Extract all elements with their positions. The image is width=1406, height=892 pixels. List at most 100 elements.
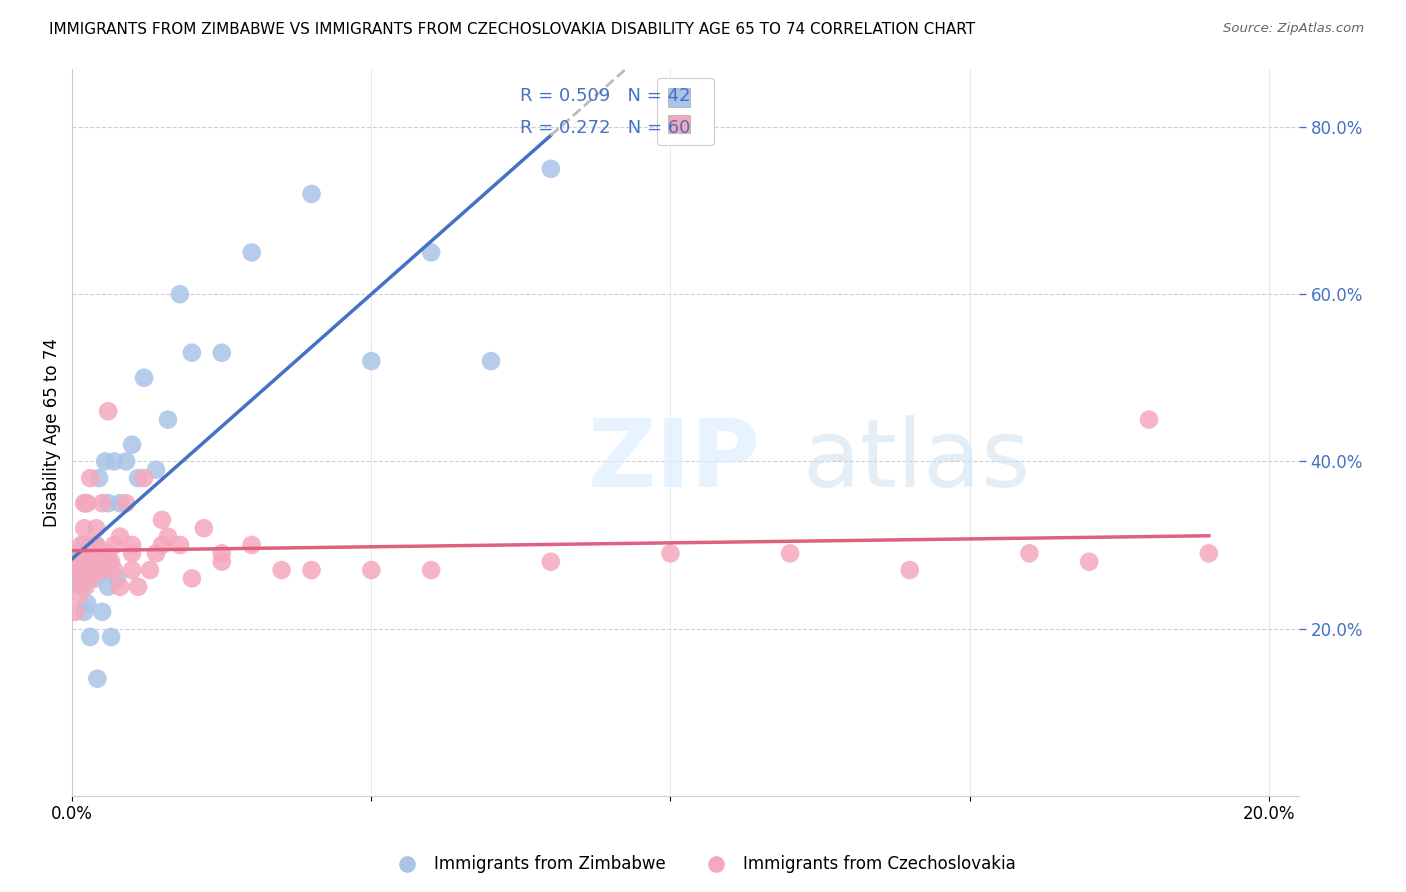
Point (97, 546, 120, 560)
Point (156, 412, 179, 426)
Point (75, 580, 97, 594)
Legend: Immigrants from Zimbabwe, Immigrants from Czechoslovakia: Immigrants from Zimbabwe, Immigrants fro… (384, 848, 1022, 880)
Point (121, 563, 143, 577)
Point (97, 580, 120, 594)
Point (70, 538, 93, 552)
Point (240, 538, 263, 552)
Point (360, 563, 382, 577)
Point (150, 513, 173, 527)
Point (100, 555, 122, 569)
Point (108, 530, 131, 544)
Point (67, 555, 90, 569)
Point (79, 563, 101, 577)
Point (91, 563, 114, 577)
Point (360, 354, 382, 368)
Point (67, 588, 90, 602)
Point (115, 454, 138, 468)
Legend:  ,  : , (657, 78, 714, 145)
Point (73, 538, 96, 552)
Point (97, 404, 120, 418)
Point (84, 521, 107, 535)
Point (898, 563, 921, 577)
Point (103, 454, 125, 468)
Point (82, 563, 104, 577)
Point (121, 438, 143, 452)
Point (73, 605, 96, 619)
Point (108, 496, 131, 510)
Point (139, 563, 162, 577)
Point (121, 546, 143, 560)
Point (779, 546, 801, 560)
Point (156, 530, 179, 544)
Point (211, 345, 233, 359)
Point (84, 571, 107, 585)
Point (1078, 555, 1101, 569)
Point (169, 538, 191, 552)
Text: ZIP: ZIP (588, 416, 761, 508)
Point (127, 471, 149, 485)
Point (211, 555, 233, 569)
Point (67, 546, 90, 560)
Point (84, 563, 107, 577)
Point (67, 563, 90, 577)
Point (80, 571, 103, 585)
Point (193, 521, 215, 535)
Point (211, 546, 233, 560)
Point (420, 563, 443, 577)
Point (86, 672, 108, 686)
Point (65, 575, 87, 590)
Point (79, 555, 101, 569)
Point (301, 563, 323, 577)
Point (79, 555, 101, 569)
Point (105, 571, 128, 585)
Point (1137, 412, 1160, 426)
Point (94, 563, 117, 577)
Point (73, 496, 96, 510)
Point (66, 571, 89, 585)
Point (79, 538, 101, 552)
Point (301, 186, 323, 201)
Point (76, 597, 98, 611)
Point (84, 538, 107, 552)
Point (420, 245, 443, 260)
Point (91, 496, 114, 510)
Point (121, 538, 143, 552)
Point (94, 454, 117, 468)
Text: R = 0.272   N = 60: R = 0.272 N = 60 (520, 119, 690, 136)
Point (91, 605, 114, 619)
Point (70, 580, 93, 594)
Point (79, 471, 101, 485)
Text: IMMIGRANTS FROM ZIMBABWE VS IMMIGRANTS FROM CZECHOSLOVAKIA DISABILITY AGE 65 TO : IMMIGRANTS FROM ZIMBABWE VS IMMIGRANTS F… (49, 22, 976, 37)
Point (66, 571, 89, 585)
Point (73, 521, 96, 535)
Point (103, 538, 125, 552)
Point (479, 354, 502, 368)
Point (80, 563, 103, 577)
Point (659, 546, 682, 560)
Point (84, 538, 107, 552)
Point (132, 471, 155, 485)
Point (65, 605, 87, 619)
Point (115, 496, 138, 510)
Y-axis label: Disability Age 65 to 74: Disability Age 65 to 74 (44, 338, 60, 526)
Point (145, 463, 167, 477)
Point (97, 555, 120, 569)
Point (180, 345, 202, 359)
Point (540, 161, 562, 176)
Point (100, 630, 122, 644)
Point (67, 555, 90, 569)
Text: Source: ZipAtlas.com: Source: ZipAtlas.com (1223, 22, 1364, 36)
Point (540, 555, 562, 569)
Point (132, 371, 155, 385)
Text: R = 0.509   N = 42: R = 0.509 N = 42 (520, 87, 690, 105)
Point (108, 580, 131, 594)
Point (91, 546, 114, 560)
Point (240, 245, 263, 260)
Point (1018, 546, 1040, 560)
Point (270, 563, 292, 577)
Point (72, 563, 94, 577)
Point (1198, 546, 1220, 560)
Point (150, 538, 173, 552)
Point (180, 571, 202, 585)
Text: atlas: atlas (801, 416, 1031, 508)
